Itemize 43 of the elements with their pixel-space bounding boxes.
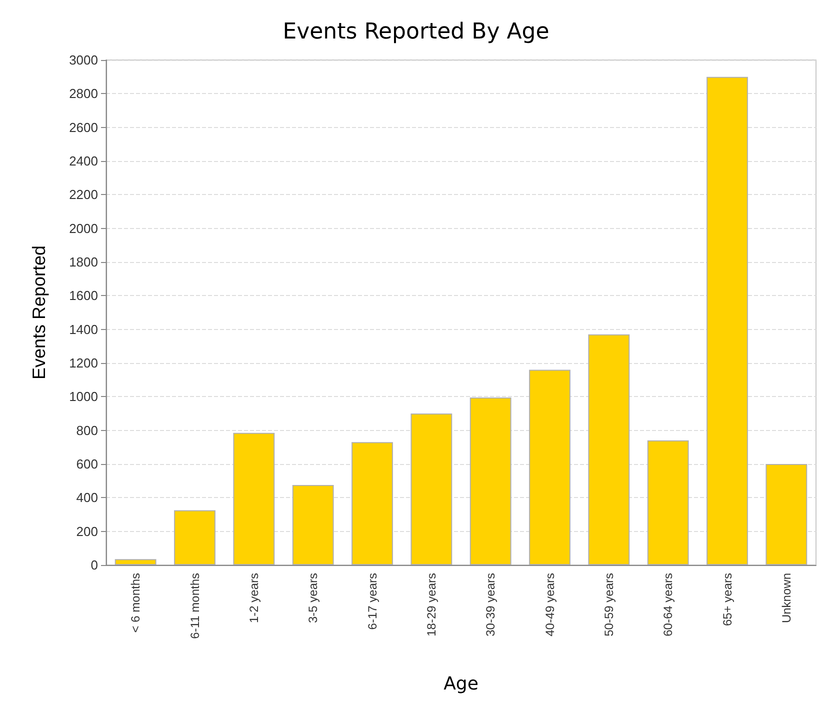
bar [706, 76, 748, 565]
y-tick-label: 1800 [69, 254, 98, 270]
x-tick-label: 6-17 years [365, 573, 380, 630]
bar [174, 510, 216, 565]
x-tick-label: Unknown [779, 573, 794, 624]
chart-title: Events Reported By Age [282, 20, 550, 44]
y-tick-label: 600 [76, 456, 98, 472]
bar [292, 485, 334, 565]
bar [647, 440, 689, 565]
y-tick-label: 2600 [69, 120, 98, 135]
y-tick-label: 400 [76, 490, 98, 506]
y-tick-label: 1200 [69, 356, 98, 370]
y-tick-label: 0 [90, 558, 98, 572]
bar [529, 370, 570, 565]
y-tick-label: 2400 [69, 154, 98, 168]
y-tick-label: 800 [76, 422, 98, 438]
y-tick-label: 2200 [69, 187, 98, 202]
y-tick-label: 2800 [69, 86, 98, 102]
y-tick-label: 2000 [69, 220, 98, 236]
y-tick-label: 1600 [69, 288, 98, 304]
x-tick-label: 18-29 years [424, 573, 438, 636]
bar [114, 559, 156, 565]
y-tick-label: 200 [76, 524, 98, 539]
bar [470, 398, 512, 565]
y-tick-label: 1400 [69, 322, 98, 337]
x-tick-label: 30-39 years [484, 573, 498, 636]
x-tick-label: 65+ years [720, 573, 734, 626]
x-axis-title: Age [444, 674, 478, 694]
bar [766, 464, 808, 565]
x-tick-label: 3-5 years [306, 573, 320, 624]
x-tick-label: 1-2 years [246, 573, 261, 624]
bar [588, 334, 630, 565]
bar [352, 442, 393, 565]
y-tick-label: 3000 [69, 52, 98, 68]
y-axis-title: Events Reported [29, 245, 49, 380]
bar [410, 414, 452, 565]
x-tick-label: 6-11 months [188, 573, 202, 639]
bar [233, 432, 275, 565]
y-tick-label: 1000 [69, 389, 98, 404]
x-tick-label: < 6 months [128, 573, 143, 633]
x-tick-label: 60-64 years [661, 573, 676, 636]
x-tick-label: 50-59 years [602, 573, 616, 636]
x-tick-label: 40-49 years [542, 573, 557, 636]
